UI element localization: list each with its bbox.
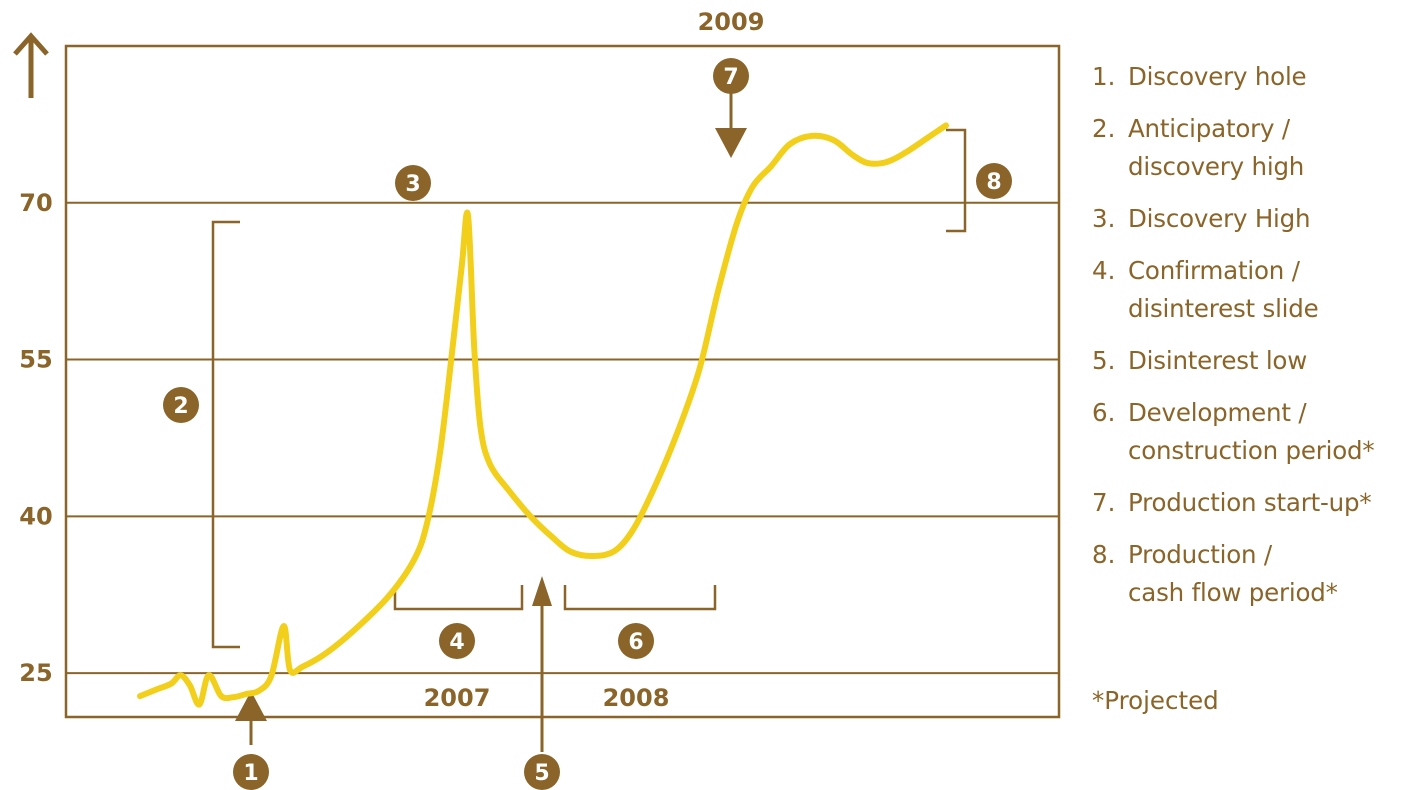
marker-number: 3 [405,172,420,197]
marker-circle [439,623,475,659]
legend-item: 7. Production start-up* [1092,484,1404,522]
plot-frame [64,44,1061,719]
legend-number: 3. [1092,204,1116,233]
year-labels: 2007 2008 2009 [424,8,765,712]
marker-circle [618,623,654,659]
marker-circle [524,754,560,790]
legend-text: Disinterest low [1128,346,1308,375]
marker-number: 4 [449,630,464,655]
marker-number: 1 [243,761,258,786]
marker-8: 8 [976,163,1012,199]
y-axis-up-arrow-icon [13,32,49,98]
legend-item: 1. Discovery hole [1092,58,1404,96]
bracket-4 [393,585,524,611]
marker-circle [395,165,431,201]
legend-text: Development / construction period* [1128,398,1375,465]
marker-circle [163,387,199,423]
marker-3: 3 [395,165,431,201]
bracket-8 [946,128,967,233]
legend-item: 6. Development / construction period* [1092,394,1404,470]
marker-circle [233,754,269,790]
marker-number: 2 [173,394,188,419]
legend-item: 2. Anticipatory / discovery high [1092,110,1404,186]
legend-text: Discovery High [1128,204,1311,233]
legend-item: 8. Production / cash flow period* [1092,536,1404,612]
marker-7: 7 [713,58,749,94]
legend-item: 5. Disinterest low [1092,342,1404,380]
price-line [137,122,949,708]
year-label: 2009 [698,8,765,36]
bracket-6 [563,585,717,611]
legend-text: Production start-up* [1128,488,1372,517]
legend-text: Discovery hole [1128,62,1307,91]
legend-item: 3. Discovery High [1092,200,1404,238]
legend-item: 4. Confirmation / disinterest slide [1092,252,1404,328]
marker-2: 2 [163,387,199,423]
footnote: *Projected [1092,686,1219,715]
marker-1: 1 [233,754,269,790]
arrow-7-down-icon [715,92,747,158]
bracket-2 [211,220,240,649]
legend: 1. Discovery hole 2. Anticipatory / discove… [1092,58,1404,626]
legend-number: 7. [1092,488,1116,517]
legend-number: 6. [1092,398,1116,427]
y-tick-labels: 25 40 55 70 [19,189,52,687]
marker-6: 6 [618,623,654,659]
marker-number: 8 [986,170,1001,195]
marker-5: 5 [524,754,560,790]
legend-number: 4. [1092,256,1116,285]
y-tick-label: 55 [19,346,52,374]
marker-4: 4 [439,623,475,659]
marker-circle [976,163,1012,199]
legend-number: 5. [1092,346,1116,375]
y-tick-label: 40 [19,502,52,530]
year-label: 2007 [424,684,491,712]
marker-number: 7 [723,65,738,90]
y-tick-label: 70 [19,189,52,217]
year-label: 2008 [603,684,670,712]
legend-number: 2. [1092,114,1116,143]
marker-circle [713,58,749,94]
marker-number: 6 [628,630,643,655]
annotation-markers: 1 2 3 4 5 6 7 8 [163,58,1012,790]
marker-number: 5 [534,761,549,786]
grid-lines [66,201,1059,675]
arrow-5-up-icon [532,576,552,752]
legend-text: Anticipatory / discovery high [1128,114,1305,181]
legend-text: Production / cash flow period* [1128,540,1338,607]
legend-number: 1. [1092,62,1116,91]
y-tick-label: 25 [19,659,52,687]
legend-text: Confirmation / disinterest slide [1128,256,1319,323]
legend-number: 8. [1092,540,1116,569]
arrow-1-up-icon [235,691,267,745]
